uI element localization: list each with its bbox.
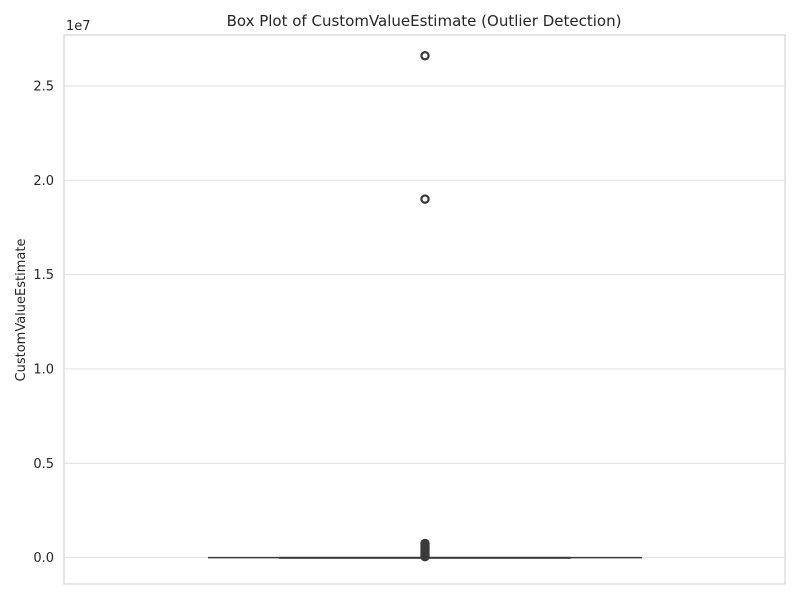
y-offset-label: 1e7: [66, 19, 91, 34]
outlier-point: [420, 51, 430, 61]
y-tick-labels: 0.0 0.5 1.0 1.5 2.0 2.5: [33, 79, 54, 566]
y-tick-label: 1.0: [33, 362, 54, 377]
plot-area: [63, 34, 786, 585]
outlier-point: [420, 551, 430, 562]
y-tick-label: 0.0: [33, 551, 54, 566]
y-tick-label: 2.0: [33, 174, 54, 189]
y-tick-label: 0.5: [33, 457, 54, 472]
outlier-layer: [420, 51, 430, 562]
outlier-point: [420, 194, 430, 204]
y-tick-label: 1.5: [33, 268, 54, 283]
grid-layer: [64, 85, 785, 559]
y-tick-label: 2.5: [33, 79, 54, 94]
y-axis-label: CustomValueEstimate: [14, 239, 29, 382]
chart-title: Box Plot of CustomValueEstimate (Outlier…: [227, 12, 622, 30]
